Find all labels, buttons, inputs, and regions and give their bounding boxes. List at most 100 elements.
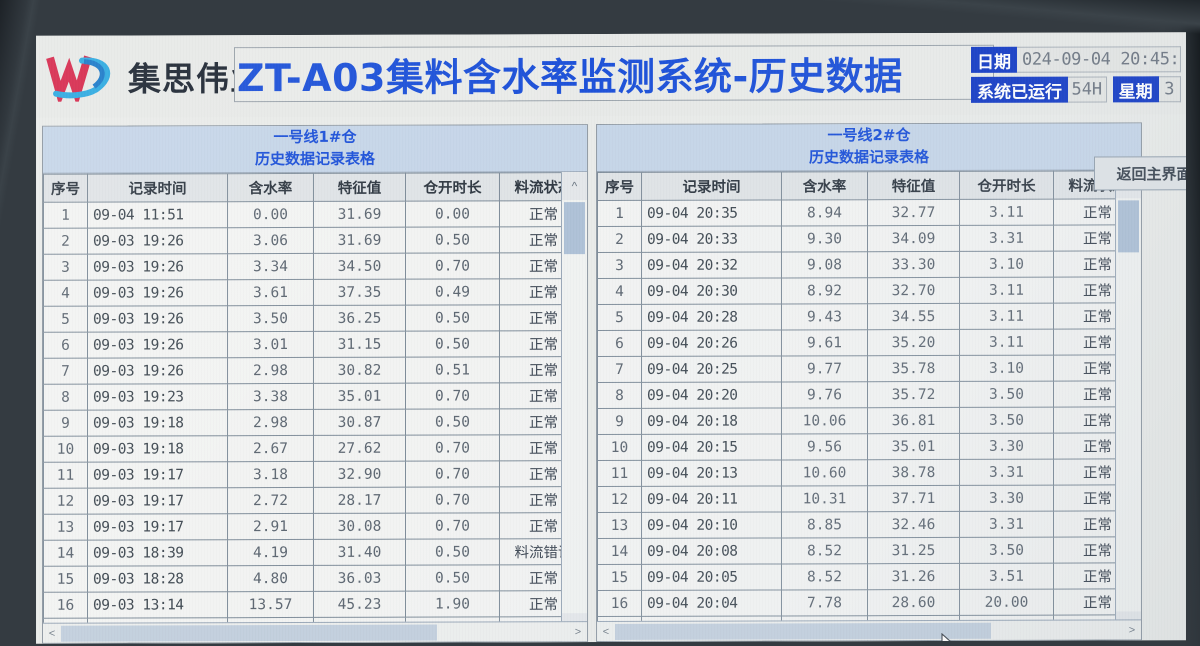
panel-1-title-line1: 一号线1#仓: [273, 128, 357, 147]
cell-5: 正常: [499, 512, 561, 539]
cell-1: 09-03 19:26: [87, 357, 228, 385]
table-row[interactable]: 4 09-04 20:30 8.92 32.70 3.11 正常: [597, 276, 1115, 305]
table-row[interactable]: 2 09-03 19:26 3.06 31.69 0.50 正常: [43, 226, 561, 255]
cell-4: 0.50: [405, 538, 500, 566]
cell-1: 09-03 19:17: [87, 461, 228, 489]
panel-2-scroll-track[interactable]: [1116, 198, 1141, 612]
cell-1: 09-03 19:26: [87, 279, 228, 307]
table-row[interactable]: 8 09-03 19:23 3.38 35.01 0.70 正常: [43, 382, 561, 411]
cell-4: 0.50: [405, 330, 500, 358]
panel-2-header: 一号线2#仓 历史数据记录表格: [597, 123, 1141, 173]
cell-5: 正常: [1053, 510, 1115, 538]
table-row[interactable]: 6 09-04 20:26 9.61 35.20 3.11 正常: [597, 328, 1115, 357]
panel-2-hscroll-thumb[interactable]: [615, 622, 991, 640]
panel-2-horizontal-scrollbar[interactable]: ˂ ˃: [597, 619, 1141, 642]
return-to-main-button[interactable]: 返回主界面: [1094, 156, 1186, 191]
table-row[interactable]: 13 09-03 19:17 2.91 30.08 0.70 正常: [43, 512, 561, 541]
cell-3: 34.50: [313, 253, 406, 280]
table-row[interactable]: 14 09-04 20:08 8.52 31.25 3.50 正常: [597, 536, 1115, 565]
table-row[interactable]: 12 09-03 19:17 2.72 28.17 0.70 正常: [43, 486, 561, 515]
panel-2-scroll-thumb[interactable]: [1118, 200, 1139, 253]
cell-5: 正常: [499, 486, 561, 513]
cell-5: 正常: [1053, 458, 1115, 486]
table-row[interactable]: 7 09-03 19:26 2.98 30.82 0.51 正常: [43, 356, 561, 385]
table-row[interactable]: 14 09-03 18:39 4.19 31.40 0.50 料流错误: [43, 538, 561, 567]
table-row[interactable]: 16 09-04 20:04 7.78 28.60 20.00 正常: [597, 588, 1115, 617]
cell-1: 09-03 19:18: [87, 435, 228, 463]
cell-2: 3.34: [227, 253, 314, 280]
cell-1: 09-03 19:26: [87, 227, 228, 255]
cell-2: 9.08: [781, 251, 868, 278]
cell-0: 8: [597, 382, 642, 409]
cell-3: 36.81: [867, 407, 960, 434]
table-row[interactable]: 4 09-03 19:26 3.61 37.35 0.49 正常: [43, 278, 561, 307]
uptime-label: 系统已运行: [971, 76, 1068, 103]
cell-4: 0.49: [405, 278, 500, 306]
cell-3: 32.90: [313, 461, 406, 488]
chevron-up-icon[interactable]: ^: [562, 172, 587, 201]
cell-2: 8.85: [781, 511, 868, 538]
panel-2-hscroll-track[interactable]: [615, 622, 1123, 640]
app-header: 集思伟业 ZT-A03集料含水率监测系统-历史数据 日期 024-09-04 2…: [36, 32, 1186, 118]
cell-0: 4: [597, 278, 642, 305]
panel-1-horizontal-scrollbar[interactable]: ˂ ˃: [43, 621, 587, 643]
table-row[interactable]: 10 09-04 20:15 9.56 35.01 3.30 正常: [597, 432, 1115, 461]
cell-3: 34.55: [867, 303, 960, 330]
cell-1: 09-04 20:08: [641, 537, 782, 565]
table-row[interactable]: 16 09-03 13:14 13.57 45.23 1.90 正常: [43, 590, 561, 619]
table-row[interactable]: 15 09-04 20:05 8.52 31.26 3.51 正常: [597, 562, 1115, 591]
table-row[interactable]: 15 09-03 18:28 4.80 36.03 0.50 正常: [43, 564, 561, 593]
panel-1-hscroll-thumb[interactable]: [61, 624, 437, 642]
chevron-right-icon[interactable]: ˃: [1128, 623, 1136, 636]
table-header-row: 序号 记录时间 含水率 特征值 仓开时长 料流状态: [597, 170, 1115, 201]
cell-3: 32.77: [867, 199, 960, 226]
table-row[interactable]: 10 09-03 19:18 2.67 27.62 0.70 正常: [43, 434, 561, 463]
table-row[interactable]: 12 09-04 20:11 10.31 37.71 3.30 正常: [597, 484, 1115, 513]
table-row[interactable]: 9 09-04 20:18 10.06 36.81 3.50 正常: [597, 406, 1115, 435]
table-row[interactable]: 1 09-04 11:51 0.00 31.69 0.00 正常: [43, 200, 561, 229]
cell-2: 8.92: [781, 277, 868, 304]
column-header-2: 含水率: [781, 171, 868, 200]
column-header-1: 记录时间: [87, 173, 228, 203]
cell-2: 8.52: [781, 537, 868, 564]
cell-2: 9.43: [781, 303, 868, 330]
column-header-1: 记录时间: [641, 171, 782, 201]
cell-5: 正常: [499, 460, 561, 487]
cell-1: 09-04 20:33: [641, 225, 782, 253]
cell-4: 0.70: [405, 434, 500, 462]
table-row[interactable]: 9 09-03 19:18 2.98 30.87 0.50 正常: [43, 408, 561, 437]
chevron-right-icon[interactable]: ˃: [574, 625, 582, 638]
panel-2-vertical-scrollbar[interactable]: ^ ˅: [1115, 170, 1141, 640]
table-row[interactable]: 2 09-04 20:33 9.30 34.09 3.31 正常: [597, 224, 1115, 253]
cell-3: 31.15: [313, 331, 406, 358]
cell-3: 27.62: [313, 435, 406, 462]
cell-5: 正常: [499, 278, 561, 305]
table-row[interactable]: 7 09-04 20:25 9.77 35.78 3.10 正常: [597, 354, 1115, 383]
panel-1-table-scroll: 序号 记录时间 含水率 特征值 仓开时长 料流状态 1 09-04 11:51 0.00 31.…: [43, 172, 561, 643]
cell-4: 0.70: [405, 382, 500, 410]
table-row[interactable]: 5 09-03 19:26 3.50 36.25 0.50 正常: [43, 304, 561, 333]
table-row[interactable]: 8 09-04 20:20 9.76 35.72 3.50 正常: [597, 380, 1115, 409]
cell-2: 9.56: [781, 433, 868, 460]
cell-4: 0.70: [405, 486, 500, 514]
panel-1-hscroll-track[interactable]: [61, 624, 569, 642]
table-row[interactable]: 1 09-04 20:35 8.94 32.77 3.11 正常: [597, 198, 1115, 227]
chevron-left-icon[interactable]: ˂: [602, 625, 610, 638]
chevron-left-icon[interactable]: ˂: [48, 627, 56, 640]
table-row[interactable]: 3 09-04 20:32 9.08 33.30 3.10 正常: [597, 250, 1115, 279]
table-row[interactable]: 6 09-03 19:26 3.01 31.15 0.50 正常: [43, 330, 561, 359]
cell-1: 09-04 20:13: [641, 459, 782, 487]
table-row[interactable]: 11 09-03 19:17 3.18 32.90 0.70 正常: [43, 460, 561, 489]
cell-2: 9.61: [781, 329, 868, 356]
table-row[interactable]: 13 09-04 20:10 8.85 32.46 3.31 正常: [597, 510, 1115, 539]
table-row[interactable]: 11 09-04 20:13 10.60 38.78 3.31 正常: [597, 458, 1115, 487]
cell-1: 09-04 20:32: [641, 251, 782, 279]
uptime-row: 系统已运行 54H 星期 3: [971, 76, 1181, 103]
table-row[interactable]: 5 09-04 20:28 9.43 34.55 3.11 正常: [597, 302, 1115, 331]
panel-silo-2: 一号线2#仓 历史数据记录表格 序号 记录时间 含水率 特征值 仓开时长 料流状态 1 09…: [596, 122, 1142, 643]
panel-1-vertical-scrollbar[interactable]: ^ ˅: [561, 172, 587, 642]
panel-1-scroll-track[interactable]: [562, 200, 587, 614]
panel-1-scroll-thumb[interactable]: [564, 202, 585, 255]
column-header-3: 特征值: [313, 173, 406, 202]
table-row[interactable]: 3 09-03 19:26 3.34 34.50 0.70 正常: [43, 252, 561, 281]
